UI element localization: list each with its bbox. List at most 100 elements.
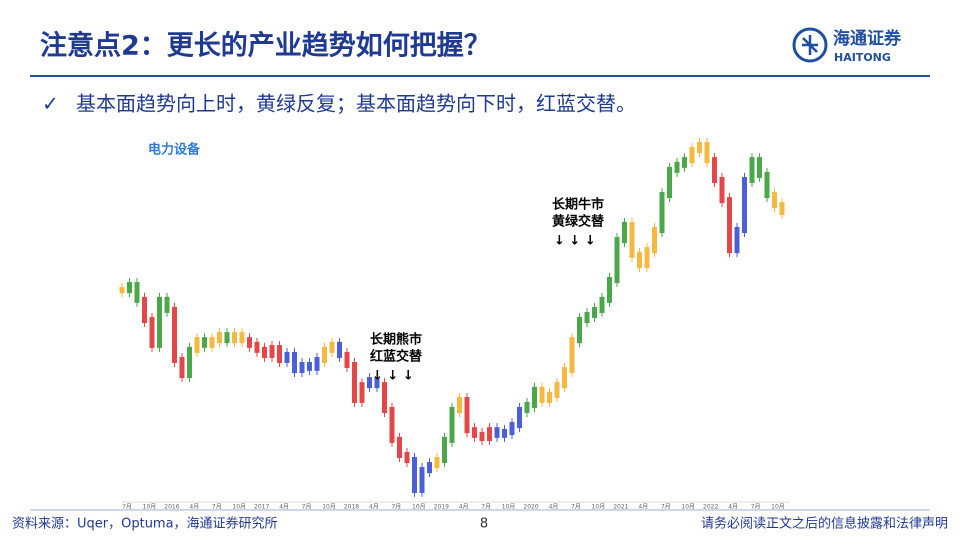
candle	[187, 346, 192, 379]
annotation-text: 长期熊市	[370, 332, 422, 348]
candle	[562, 367, 567, 389]
x-tick-label: 4月	[279, 504, 289, 511]
x-tick-label: 7月	[391, 504, 401, 511]
candle	[367, 377, 372, 389]
candle	[209, 337, 215, 348]
annotation-arrows: ↓ ↓ ↓	[372, 369, 414, 384]
x-tick-label: 2020	[523, 504, 538, 511]
candle	[464, 396, 470, 434]
candle	[149, 317, 155, 348]
candle	[524, 401, 530, 413]
candle	[667, 166, 672, 199]
x-tick-label: 2019	[434, 504, 449, 511]
candle	[704, 142, 710, 164]
bullet-text: 基本面趋势向上时，黄绿反复；基本面趋势向下时，红蓝交替。	[76, 92, 636, 116]
candle	[359, 382, 365, 403]
x-tick-label: 7月	[571, 504, 581, 511]
candle	[577, 317, 582, 344]
candle	[344, 351, 350, 368]
candle	[509, 422, 515, 435]
candle	[554, 382, 560, 398]
x-tick-label: 10月	[412, 504, 426, 511]
x-tick-label: 2016	[164, 504, 179, 511]
candle	[517, 407, 522, 429]
candle	[779, 202, 785, 215]
candle	[254, 341, 260, 353]
candle	[299, 362, 305, 374]
candle	[419, 467, 425, 493]
candle	[719, 176, 725, 204]
candle	[749, 157, 755, 183]
candle	[734, 227, 740, 254]
candle	[329, 341, 335, 353]
candle	[307, 362, 312, 371]
x-tick-label: 4月	[459, 504, 469, 511]
candle	[659, 192, 665, 233]
candle	[479, 431, 485, 442]
annotation-text: 红蓝交替	[370, 349, 423, 365]
candle	[322, 346, 327, 363]
candle	[412, 457, 417, 493]
candle	[449, 407, 455, 443]
candle	[247, 337, 252, 348]
candle	[629, 221, 635, 258]
candle	[622, 221, 627, 244]
candle	[764, 171, 770, 199]
candle	[232, 332, 237, 344]
x-tick-label: 10月	[771, 504, 785, 511]
candle	[742, 176, 747, 233]
candle	[569, 337, 575, 374]
candle	[142, 296, 147, 323]
candle	[674, 161, 680, 173]
x-tick-label: 10月	[232, 504, 246, 511]
candle	[134, 282, 140, 303]
candle	[194, 337, 200, 353]
candle	[457, 396, 462, 413]
candle	[239, 332, 245, 344]
candle	[637, 251, 642, 268]
candle	[314, 356, 320, 371]
candle	[682, 157, 687, 168]
candle	[217, 332, 222, 344]
annotation-arrows: ↓ ↓ ↓	[554, 234, 596, 249]
x-tick-label: 2022	[703, 504, 718, 511]
page-number: 8	[480, 517, 488, 532]
candle	[502, 428, 507, 438]
x-tick-label: 7月	[661, 504, 671, 511]
x-tick-label: 2018	[344, 504, 359, 511]
candle	[757, 157, 762, 178]
candle	[277, 345, 282, 363]
candle	[292, 351, 297, 374]
x-tick-label: 10月	[322, 504, 336, 511]
candle	[119, 287, 125, 294]
logo-en: HAITONG	[834, 51, 891, 64]
candle	[262, 346, 267, 358]
candle	[712, 157, 717, 183]
candle	[599, 296, 605, 313]
footer-disclaimer: 请务必阅读正文之后的信息披露和法律声明	[701, 516, 948, 532]
candle	[434, 457, 440, 469]
candle	[644, 247, 650, 268]
x-tick-label: 4月	[638, 504, 648, 511]
logo-mark	[792, 27, 828, 63]
candle	[427, 462, 432, 474]
candle	[592, 306, 597, 318]
candle	[472, 427, 477, 438]
candle	[269, 345, 275, 358]
candle	[337, 341, 342, 358]
candle	[614, 237, 620, 284]
candle	[202, 337, 207, 348]
candle	[772, 192, 777, 209]
candle	[352, 362, 357, 403]
check-icon: ✓	[42, 92, 59, 116]
candle	[284, 351, 290, 363]
x-tick-label: 4月	[369, 504, 379, 511]
x-tick-label: 7月	[751, 504, 761, 511]
x-tick-label: 2017	[254, 504, 269, 511]
candle	[727, 197, 732, 254]
x-tick-label: 7月	[302, 504, 312, 511]
candle	[487, 427, 492, 442]
x-tick-label: 7月	[122, 504, 132, 511]
